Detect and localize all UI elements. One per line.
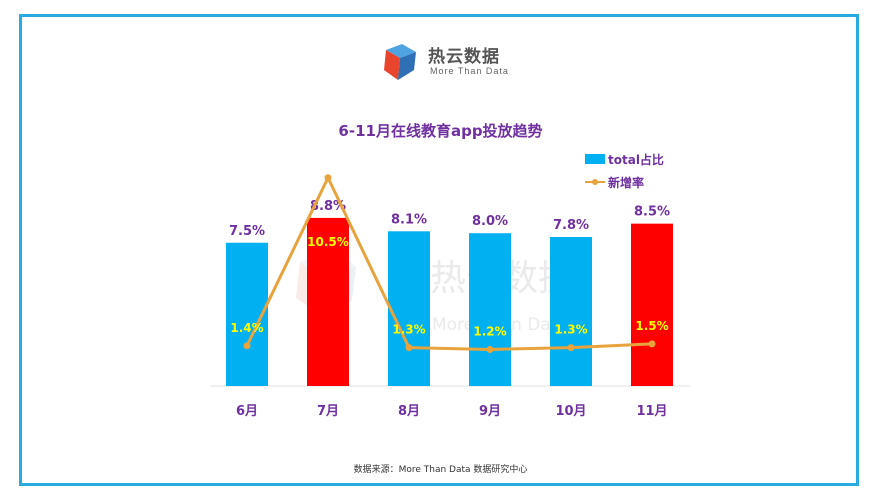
x-tick-label-4: 9月 [479,404,501,419]
legend-swatch-total [585,154,605,164]
rate-point-4 [486,345,494,353]
bar-6 [631,223,673,386]
bar-value-label-3: 8.1% [391,212,427,227]
bar-series [226,217,673,386]
rate-value-label-5: 1.3% [554,323,587,337]
rate-value-label-2: 10.5% [307,235,349,249]
legend-label-rate: 新增率 [608,175,644,190]
bar-value-label-5: 7.8% [553,218,589,233]
bar-5 [550,237,592,386]
rate-point-1 [243,342,251,350]
x-tick-label-1: 6月 [236,404,258,419]
x-tick-label-2: 7月 [317,404,339,419]
x-tick-label-6: 11月 [636,404,667,419]
line-series [243,174,656,353]
bar-value-label-2: 8.8% [310,199,346,214]
x-tick-labels: 6月 7月 8月 9月 10月 11月 [236,404,668,419]
rate-value-label-1: 1.4% [230,321,263,335]
legend: total占比 新增率 [585,152,664,190]
rate-point-2 [324,174,332,182]
rate-point-6 [648,340,656,348]
line-labels: 1.4% 10.5% 1.3% 1.2% 1.3% 1.5% [230,235,668,339]
x-tick-label-5: 10月 [555,404,586,419]
rate-point-3 [405,344,413,352]
logo: 热云数据 More Than Data [380,40,530,84]
legend-label-total: total占比 [608,152,664,167]
source-note: 数据来源：More Than Data 数据研究中心 [353,465,528,475]
rate-point-5 [567,344,575,352]
bar-value-label-4: 8.0% [472,214,508,229]
rate-line [245,176,653,351]
bar-4 [469,233,511,386]
bar-value-label-6: 8.5% [634,205,670,220]
legend-marker-line [592,179,598,185]
chart-frame [19,14,859,486]
bar-3 [388,231,430,386]
rate-value-label-6: 1.5% [635,319,668,333]
logo-tagline: More Than Data [430,66,509,76]
logo-cube-icon [384,44,416,80]
chart-title: 6-11月在线教育app投放趋势 [338,122,543,140]
bar-2 [307,217,349,386]
logo-name: 热云数据 [428,47,500,67]
rate-value-label-3: 1.3% [392,323,425,337]
bar-labels: 7.5% 8.8% 8.1% 8.0% 7.8% 8.5% [229,199,670,239]
bar-value-label-1: 7.5% [229,224,265,239]
x-tick-label-3: 8月 [398,404,420,419]
rate-value-label-4: 1.2% [473,324,506,338]
